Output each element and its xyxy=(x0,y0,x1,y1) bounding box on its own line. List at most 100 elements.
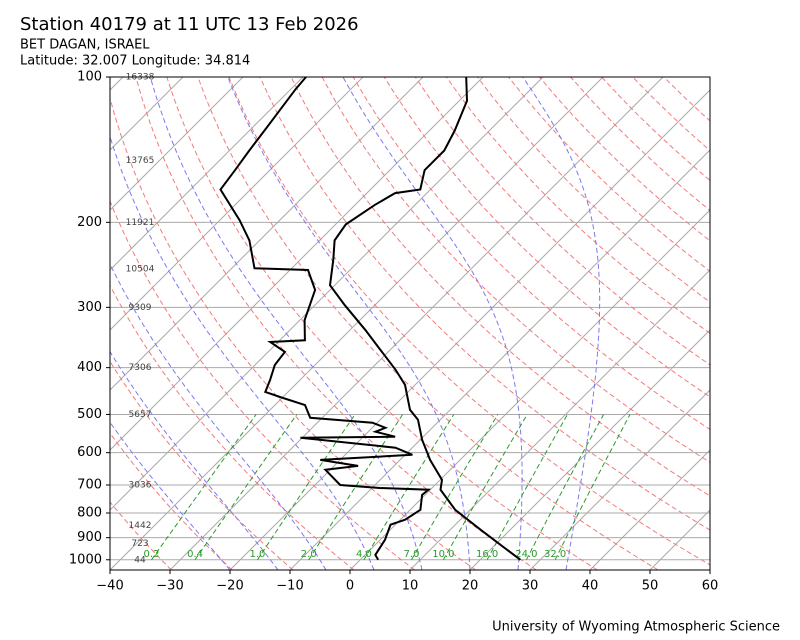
isotherm xyxy=(0,77,3,570)
moist-adiabat xyxy=(110,421,231,570)
dry-adiabat xyxy=(110,360,294,570)
y-tick-label: 400 xyxy=(77,360,102,375)
mixing-ratio-line xyxy=(525,414,605,561)
isotherm xyxy=(110,77,304,271)
x-tick-label: −30 xyxy=(156,579,183,594)
mixing-ratio-label: 32.0 xyxy=(544,549,566,560)
dry-adiabat xyxy=(352,77,710,431)
isotherm xyxy=(110,77,184,151)
isotherm xyxy=(229,89,710,570)
height-label: 1442 xyxy=(129,521,152,531)
x-tick-label: 60 xyxy=(702,579,719,594)
isotherm xyxy=(169,77,664,570)
plot-frame xyxy=(109,76,711,571)
dry-adiabat xyxy=(166,77,598,570)
dry-adiabat xyxy=(445,77,710,334)
mixing-ratio-line xyxy=(257,414,356,561)
dry-adiabat xyxy=(570,77,710,212)
dry-adiabat xyxy=(110,501,172,570)
mixing-ratio-line xyxy=(554,414,631,561)
mixing-ratio-line xyxy=(411,414,499,561)
profile-line xyxy=(219,76,432,561)
x-tick-label: −10 xyxy=(276,579,303,594)
dry-adiabat xyxy=(414,77,710,366)
location: Latitude: 32.007 Longitude: 34.814 xyxy=(20,54,250,69)
height-label: 11921 xyxy=(126,218,155,228)
y-tick-label: 900 xyxy=(77,530,102,545)
moist-adiabat xyxy=(149,77,423,570)
y-tick-label: 500 xyxy=(77,407,102,422)
mixing-ratio-label: 0.4 xyxy=(187,549,203,560)
isotherm xyxy=(110,77,424,391)
isotherm xyxy=(0,77,63,570)
chart-title: Station 40179 at 11 UTC 13 Feb 2026 xyxy=(20,14,359,35)
profile-line xyxy=(328,76,522,561)
isotherm xyxy=(289,149,710,570)
height-label: 3036 xyxy=(129,480,152,490)
mixing-ratio-line xyxy=(151,414,257,561)
x-tick-label: 20 xyxy=(462,579,479,594)
dry-adiabat xyxy=(228,77,710,566)
moist-adiabat xyxy=(522,77,601,570)
dry-adiabat xyxy=(110,568,111,570)
mixing-ratio-label: 10.0 xyxy=(432,549,454,560)
y-tick-label: 300 xyxy=(77,300,102,315)
mixing-ratio-line xyxy=(363,414,455,561)
x-tick-label: 50 xyxy=(642,579,659,594)
x-tick-label: 30 xyxy=(522,579,539,594)
dry-adiabat xyxy=(110,199,416,570)
mixing-ratio-label: 1.0 xyxy=(250,549,266,560)
isotherm xyxy=(349,209,710,570)
mixing-ratio-label: 24.0 xyxy=(515,549,537,560)
x-tick-label: 10 xyxy=(402,579,419,594)
dry-adiabat xyxy=(290,77,710,497)
y-tick-label: 100 xyxy=(77,70,102,85)
height-label: 44 xyxy=(134,555,146,565)
height-label: 9309 xyxy=(129,303,152,313)
y-tick-label: 700 xyxy=(77,477,102,492)
isotherm xyxy=(110,77,244,211)
isotherm xyxy=(110,77,544,511)
isotherm xyxy=(110,77,364,331)
background-lines xyxy=(0,77,710,570)
y-tick-label: 1000 xyxy=(69,552,102,567)
moist-adiabat xyxy=(110,263,327,570)
isotherm xyxy=(649,509,710,570)
mixing-ratio-label: 16.0 xyxy=(476,549,498,560)
mixing-ratio-label: 2.0 xyxy=(301,549,317,560)
dry-adiabat xyxy=(259,77,710,531)
isotherm xyxy=(110,77,124,91)
dry-adiabat xyxy=(197,77,659,570)
dry-adiabat xyxy=(321,77,710,463)
x-tick-label: 40 xyxy=(582,579,599,594)
chart-subtitle: BET DAGAN, ISRAEL xyxy=(20,38,150,53)
isotherm xyxy=(469,329,710,570)
mixing-ratio-label: 0.2 xyxy=(144,549,160,560)
plot-layer: 100 200 300 400 500 600 700 800 900 1000 0.2 0.4 1.0… xyxy=(69,70,718,594)
dry-adiabat xyxy=(477,77,710,303)
y-tick-label: 200 xyxy=(77,215,102,230)
height-label: 7306 xyxy=(129,363,152,373)
dry-adiabat xyxy=(110,96,476,570)
mixing-ratio-line xyxy=(442,414,528,561)
credit: University of Wyoming Atmospheric Scienc… xyxy=(492,620,780,635)
dry-adiabat xyxy=(601,77,710,182)
dry-adiabat xyxy=(663,77,710,122)
isotherm xyxy=(589,449,710,570)
dry-adiabat xyxy=(508,77,710,272)
mixing-ratio-label: 4.0 xyxy=(356,549,372,560)
x-tick-label: −40 xyxy=(96,579,123,594)
height-label: 13765 xyxy=(126,156,155,166)
y-tick-label: 600 xyxy=(77,445,102,460)
isotherm xyxy=(709,569,710,570)
y-tick-label: 800 xyxy=(77,505,102,520)
height-label: 10504 xyxy=(126,265,155,275)
moist-adiabat xyxy=(342,77,523,570)
dry-adiabat xyxy=(110,284,355,570)
mixing-ratio-line xyxy=(194,414,298,561)
moist-adiabat xyxy=(110,350,279,570)
dry-adiabat xyxy=(110,432,233,570)
mixing-ratio-label: 7.0 xyxy=(404,549,420,560)
